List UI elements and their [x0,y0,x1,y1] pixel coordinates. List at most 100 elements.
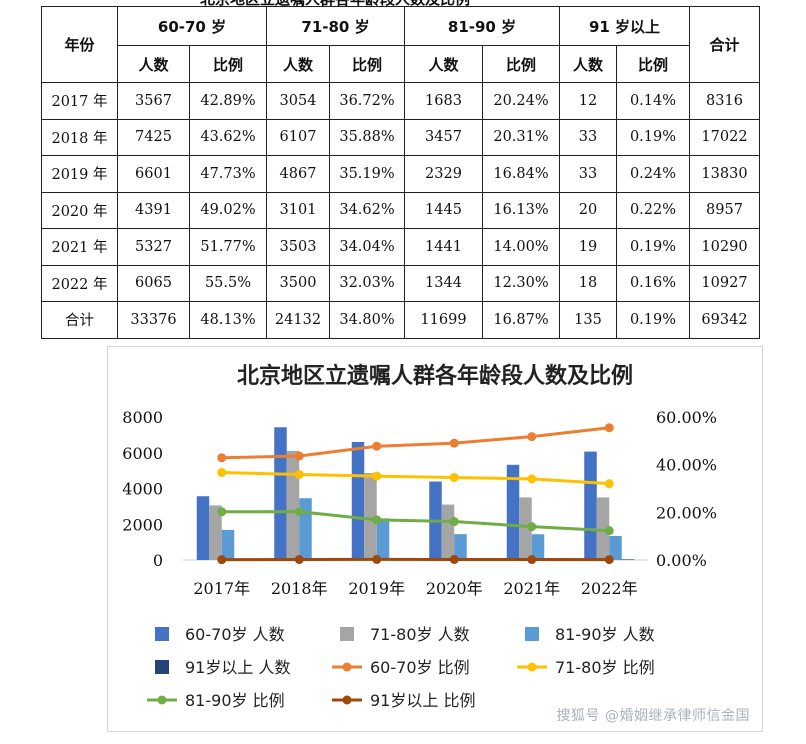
legend-label: 60-70岁 人数 [185,625,285,644]
header-ratio: 比例 [329,45,405,83]
table-body: 2017 年 3567 42.89% 3054 36.72% 1683 20.24% 12 0.… [41,82,760,339]
table-cell: 7425 [117,118,190,156]
table-cell: 36.72% [329,82,405,120]
line-point [449,472,459,482]
line-point [294,451,304,461]
line-point [217,507,227,517]
legend-label: 81-90岁 比例 [185,691,285,710]
legend-label: 71-80岁 人数 [370,625,470,644]
table-cell: 0.19% [616,118,690,156]
table-cell: 3457 [404,118,483,156]
y2-tick-label: 20.00% [656,503,717,522]
legend-label: 81-90岁 人数 [555,625,655,644]
table-cell: 33 [559,155,617,193]
table-cell: 0.22% [616,191,690,229]
table-row: 2018 年 7425 43.62% 6107 35.88% 3457 20.31% 33 0.… [41,118,760,156]
legend-swatch-marker [157,695,167,705]
table-cell: 12.30% [482,264,560,302]
bar [299,498,312,560]
table-cell: 8316 [689,82,760,120]
table-cell: 2329 [404,155,483,193]
table-cell: 3054 [266,82,330,120]
table-cell: 10290 [689,228,760,266]
table-cell: 1441 [404,228,483,266]
table-row: 2021 年 5327 51.77% 3503 34.04% 1441 14.00% 19 0.… [41,228,760,266]
header-count: 人数 [266,45,330,83]
header-ratio: 比例 [482,45,560,83]
table-cell: 3503 [266,228,330,266]
line-point [372,554,382,564]
table-cell: 34.62% [329,191,405,229]
bar [519,497,532,560]
table-cell: 69342 [689,301,760,339]
legend-swatch-marker [342,662,352,672]
row-label-cell: 2021 年 [41,228,118,266]
line-point [527,555,537,565]
row-label-cell: 合计 [41,301,118,339]
legend-swatch-bar [155,660,169,674]
y2-tick-label: 40.00% [656,456,717,475]
table-cell: 6065 [117,264,190,302]
legend-swatch-marker [342,695,352,705]
bar [584,451,597,560]
plot-area: 0 2000 4000 6000 8000 0.00% 20.00% 40.00% 60.00%… [122,408,717,598]
bar [364,473,377,560]
table-cell: 3500 [266,264,330,302]
legend-label: 60-70岁 比例 [370,658,470,677]
legend-swatch-bar [155,627,169,641]
y-tick-label: 0 [153,551,163,570]
y2-tick-label: 0.00% [656,551,707,570]
line-point [372,515,382,525]
table-cell: 0.24% [616,155,690,193]
table-cell: 16.84% [482,155,560,193]
y-tick-label: 4000 [122,480,163,499]
legend-swatch-bar [525,627,539,641]
table-cell: 0.16% [616,264,690,302]
line-point [449,438,459,448]
line-point [294,507,304,517]
table-cell: 16.13% [482,191,560,229]
combo-chart: 北京地区立遗嘱人群各年龄段人数及比例 0 2000 4000 6000 8000 0.00… [122,363,717,710]
table-cell: 1445 [404,191,483,229]
table-cell: 42.89% [189,82,267,120]
header-group-91-plus: 91 岁以上 [559,6,690,46]
x-tick-label: 2019年 [348,579,405,598]
x-tick-label: 2018年 [271,579,328,598]
header-ratio: 比例 [616,45,690,83]
row-label-cell: 2022 年 [41,264,118,302]
table-row: 2020 年 4391 49.02% 3101 34.62% 1445 16.13% 20 0.… [41,191,760,229]
table-cell: 3567 [117,82,190,120]
table-cell: 32.03% [329,264,405,302]
bar [454,534,467,560]
table-cell: 11699 [404,301,483,339]
series-line [221,470,610,486]
table-cell: 20.24% [482,82,560,120]
legend-label: 91岁以上 比例 [370,691,475,710]
chart-card: 北京地区立遗嘱人群各年龄段人数及比例 0 2000 4000 6000 8000 0.00… [107,346,763,732]
y-tick-label: 6000 [122,444,163,463]
table-cell: 20 [559,191,617,229]
legend-label: 71-80岁 比例 [555,658,655,677]
table-cell: 16.87% [482,301,560,339]
line-point [449,554,459,564]
header-total: 合计 [689,6,760,83]
table-cell: 34.04% [329,228,405,266]
line-point [527,522,537,532]
y-tick-label: 2000 [122,515,163,534]
line-point [294,469,304,479]
legend-swatch-bar [340,627,354,641]
line-point [372,471,382,481]
legend-swatch-marker [527,662,537,672]
table-cell: 18 [559,264,617,302]
header-count: 人数 [559,45,617,83]
bar [531,534,545,560]
header-group-60-70: 60-70 岁 [117,6,267,46]
row-label-cell: 2017 年 [41,82,118,120]
line-point [217,555,227,565]
bar [221,529,235,560]
table-cell: 5327 [117,228,190,266]
table-cell: 48.13% [189,301,267,339]
bar [441,504,455,560]
legend: 60-70岁 人数 71-80岁 人数 81-90岁 人数 91岁以上 人数 60-70… [147,625,655,710]
table-cell: 17022 [689,118,760,156]
